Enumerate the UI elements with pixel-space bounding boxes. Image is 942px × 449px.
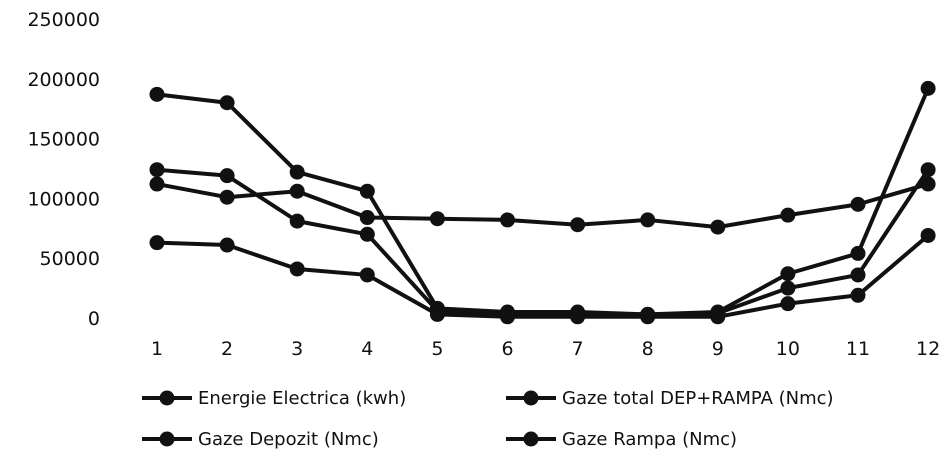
x-tick-label: 9 xyxy=(712,338,724,360)
data-point xyxy=(640,212,656,228)
legend-label: Energie Electrica (kwh) xyxy=(198,388,406,409)
legend-item: Gaze Depozit (Nmc) xyxy=(142,429,379,449)
data-point xyxy=(289,183,305,199)
data-point xyxy=(289,164,305,180)
legend-item: Gaze Rampa (Nmc) xyxy=(506,429,737,449)
data-point xyxy=(570,217,586,233)
data-point xyxy=(920,80,936,96)
series-line xyxy=(156,182,929,230)
x-tick-label: 2 xyxy=(221,338,233,360)
x-tick-label: 12 xyxy=(916,338,940,360)
legend-item: Gaze total DEP+RAMPA (Nmc) xyxy=(506,388,834,409)
data-point xyxy=(500,212,515,228)
data-point xyxy=(219,189,235,205)
legend-item: Energie Electrica (kwh) xyxy=(142,388,406,409)
data-point xyxy=(219,168,235,184)
series-line xyxy=(156,167,930,317)
data-point xyxy=(710,219,726,235)
y-tick-label: 150000 xyxy=(27,129,100,151)
x-tick-label: 6 xyxy=(501,338,513,360)
legend-label: Gaze Rampa (Nmc) xyxy=(562,429,737,449)
data-point xyxy=(500,309,515,325)
data-point xyxy=(289,213,305,229)
data-point xyxy=(850,196,866,212)
series-line xyxy=(156,87,930,317)
data-point xyxy=(920,162,936,178)
data-point xyxy=(780,207,796,223)
data-point xyxy=(570,309,586,325)
y-axis-tick-labels: 0 50000 100000 150000 200000 250000 xyxy=(27,9,100,330)
data-point xyxy=(359,210,375,226)
series-4 xyxy=(149,227,936,325)
data-point xyxy=(640,309,656,325)
data-point xyxy=(850,287,866,303)
data-point xyxy=(780,280,796,296)
x-tick-label: 1 xyxy=(151,338,163,360)
y-tick-label: 100000 xyxy=(27,188,100,210)
data-point xyxy=(149,176,165,192)
series-1 xyxy=(149,176,936,235)
x-tick-label: 10 xyxy=(776,338,800,360)
data-point xyxy=(359,183,375,199)
data-point xyxy=(149,235,165,251)
legend-label: Gaze total DEP+RAMPA (Nmc) xyxy=(562,388,834,409)
data-point xyxy=(850,267,866,283)
legend-marker xyxy=(523,390,539,406)
data-point xyxy=(429,306,445,322)
series-3 xyxy=(149,162,936,322)
data-point xyxy=(710,309,726,325)
data-point xyxy=(920,176,936,192)
legend-label: Gaze Depozit (Nmc) xyxy=(198,429,379,449)
x-tick-label: 8 xyxy=(642,338,654,360)
legend-marker xyxy=(159,431,175,447)
x-tick-label: 5 xyxy=(431,338,443,360)
data-point xyxy=(920,227,936,243)
data-point xyxy=(149,86,165,102)
data-point xyxy=(149,162,165,178)
data-point xyxy=(359,226,375,242)
data-point xyxy=(289,261,305,277)
data-point xyxy=(359,267,375,283)
series-line xyxy=(156,233,930,319)
x-tick-label: 7 xyxy=(572,338,584,360)
data-point xyxy=(850,245,866,261)
data-point xyxy=(219,237,235,253)
y-tick-label: 50000 xyxy=(40,248,100,270)
legend-marker xyxy=(159,390,175,406)
x-tick-label: 11 xyxy=(846,338,870,360)
data-point xyxy=(780,296,796,312)
legend-marker xyxy=(523,431,539,447)
x-axis-tick-labels: 1 2 3 4 5 6 7 8 9 10 11 12 xyxy=(151,338,940,360)
legend: Energie Electrica (kwh) Gaze total DEP+RA… xyxy=(142,388,834,449)
data-point xyxy=(780,266,796,282)
data-point xyxy=(219,95,235,111)
data-point xyxy=(429,211,445,227)
y-tick-label: 250000 xyxy=(27,9,100,31)
y-tick-label: 0 xyxy=(88,308,100,330)
series-layer xyxy=(149,80,936,325)
y-tick-label: 200000 xyxy=(27,69,100,91)
x-tick-label: 3 xyxy=(291,338,303,360)
x-tick-label: 4 xyxy=(361,338,373,360)
